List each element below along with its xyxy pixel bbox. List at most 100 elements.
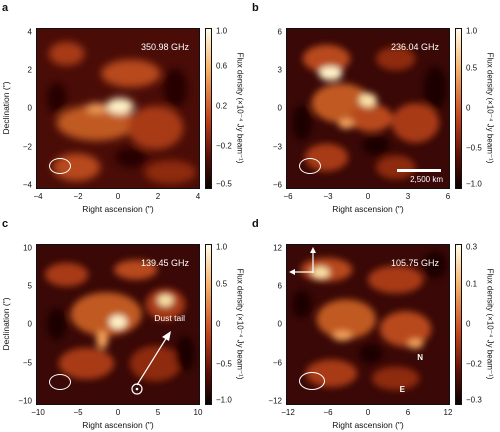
flux-map: 350.98 GHz <box>36 28 200 189</box>
panel-label: a <box>2 2 9 14</box>
x-tick: −2 <box>73 192 83 201</box>
x-tick: 0 <box>365 192 371 201</box>
dust-tail-annotation: Dust tail <box>154 313 185 323</box>
flux-map: 105.75 GHz N E <box>286 244 450 405</box>
panel-label: d <box>252 218 259 230</box>
frequency-label: 105.75 GHz <box>390 258 439 268</box>
y-tick: 5 <box>27 281 32 291</box>
colorbar-tick: 0 <box>466 103 471 113</box>
frequency-label: 236.04 GHz <box>390 42 439 52</box>
y-tick: 12 <box>273 243 282 253</box>
x-tick: 0 <box>115 192 121 201</box>
beam-ellipse <box>299 158 321 174</box>
compass-east-label: E <box>399 385 405 394</box>
y-tick: −12 <box>268 396 282 406</box>
colorbar-label: Flux density (×10⁻⁴ Jy beam⁻¹) <box>485 52 495 164</box>
x-tick: 3 <box>405 192 411 201</box>
flux-map: 236.04 GHz 2,500 km <box>286 28 450 189</box>
scale-bar-label: 2,500 km <box>410 175 443 184</box>
colorbar-tick: 0.2 <box>216 101 228 111</box>
x-tick: −6 <box>323 408 333 417</box>
flux-map: 139.45 GHz Dust tail <box>36 244 200 405</box>
panel-a: a Declination (") 350.98 GHz <box>0 0 250 216</box>
beam-ellipse <box>49 374 71 390</box>
colorbar-label: Flux density (×10⁻⁴ Jy beam⁻¹) <box>235 268 245 380</box>
colorbar-tick: −1.0 <box>216 395 232 405</box>
y-axis-label: Declination (") <box>1 81 11 135</box>
flux-map-image <box>287 29 449 188</box>
scale-bar <box>397 169 441 172</box>
x-tick: 0 <box>115 408 121 417</box>
colorbar-tick: −0.3 <box>466 395 482 405</box>
y-tick: −6 <box>272 358 282 368</box>
x-tick: −4 <box>33 192 43 201</box>
x-tick: 10 <box>193 408 203 417</box>
y-tick: 6 <box>277 281 282 291</box>
x-tick: 6 <box>405 408 411 417</box>
colorbar-label: Flux density (×10⁻⁴ Jy beam⁻¹) <box>485 268 495 380</box>
beam-ellipse <box>299 372 325 390</box>
colorbar-tick: 0.3 <box>466 242 478 252</box>
colorbar-tick: −0.5 <box>216 179 232 189</box>
y-tick: −2 <box>22 142 32 152</box>
x-tick: 0 <box>365 408 371 417</box>
y-tick: 6 <box>277 27 282 37</box>
x-tick: 2 <box>155 192 161 201</box>
beam-ellipse <box>49 158 71 174</box>
colorbar <box>455 244 462 405</box>
colorbar-tick: 0 <box>216 319 221 329</box>
dust-tail-arrow <box>131 331 171 395</box>
x-axis-label: Right ascension (") <box>82 420 154 430</box>
colorbar-tick: 0.6 <box>216 61 228 71</box>
colorbar-tick: −0.2 <box>466 359 482 369</box>
colorbar-tick: −0.5 <box>216 359 232 369</box>
y-tick: 3 <box>277 65 282 75</box>
colorbar-tick: 0.5 <box>466 63 478 73</box>
y-tick: 0 <box>277 319 282 329</box>
x-tick: 12 <box>443 408 453 417</box>
colorbar-tick: 0.1 <box>466 279 478 289</box>
x-tick: 6 <box>445 192 451 201</box>
compass-north-label: N <box>417 353 423 362</box>
colorbar <box>205 244 212 405</box>
x-tick: −10 <box>31 408 45 417</box>
x-axis-label: Right ascension (") <box>82 204 154 214</box>
colorbar-tick: −1.0 <box>466 179 482 189</box>
flux-map-image <box>287 245 449 404</box>
colorbar-tick: 0.5 <box>216 279 228 289</box>
panel-label: c <box>2 218 9 230</box>
y-tick: −4 <box>22 180 32 190</box>
frequency-label: 350.98 GHz <box>140 42 189 52</box>
compass-arrows <box>289 247 316 275</box>
colorbar <box>455 28 462 189</box>
y-tick: 10 <box>23 243 32 253</box>
x-tick: −3 <box>323 192 333 201</box>
x-axis-label: Right ascension (") <box>332 420 404 430</box>
y-tick: 4 <box>27 27 32 37</box>
colorbar-tick: 0 <box>466 319 471 329</box>
x-tick: −6 <box>283 192 293 201</box>
x-axis-label: Right ascension (") <box>332 204 404 214</box>
panel-b: b 236.04 GHz <box>250 0 500 216</box>
colorbar <box>205 28 212 189</box>
y-tick: 2 <box>27 65 32 75</box>
colorbar-tick: 1.0 <box>216 242 228 252</box>
x-tick: 5 <box>155 408 161 417</box>
y-tick: 0 <box>27 319 32 329</box>
x-tick: 4 <box>195 192 201 201</box>
colorbar-tick: 1.0 <box>466 26 478 36</box>
colorbar-tick: −0.2 <box>216 141 232 151</box>
y-tick: 0 <box>27 103 32 113</box>
colorbar-tick: 1.0 <box>216 26 228 36</box>
y-tick: −6 <box>272 180 282 190</box>
y-tick: −3 <box>272 142 282 152</box>
y-tick: −5 <box>22 358 32 368</box>
panel-c: c Declination (") 139.45 GHz <box>0 216 250 432</box>
panel-d: d 105.75 GHz <box>250 216 500 432</box>
colorbar-tick: −0.5 <box>466 143 482 153</box>
x-tick: −12 <box>281 408 295 417</box>
frequency-label: 139.45 GHz <box>140 258 189 268</box>
x-tick: −5 <box>73 408 83 417</box>
colorbar-label: Flux density (×10⁻⁴ Jy beam⁻¹) <box>235 52 245 164</box>
y-tick: −10 <box>18 396 32 406</box>
